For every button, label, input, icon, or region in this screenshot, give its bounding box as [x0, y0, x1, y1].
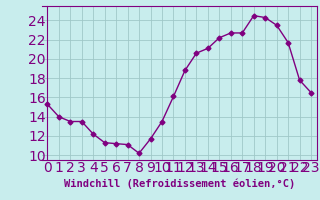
X-axis label: Windchill (Refroidissement éolien,°C): Windchill (Refroidissement éolien,°C) [64, 178, 295, 189]
